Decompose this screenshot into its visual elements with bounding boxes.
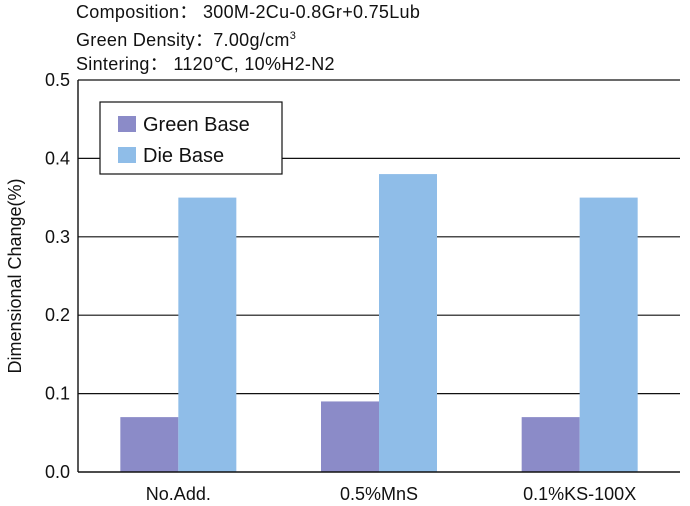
green-density-exponent: 3 (289, 30, 297, 42)
sintering-line: Sintering： 1120℃, 10%H2-N2 (76, 54, 335, 74)
legend-label: Die Base (143, 145, 224, 167)
green-density-text: Green Density：7.00g/cm (76, 30, 290, 50)
chart-header: Composition： 300M-2Cu-0.8Gr+0.75Lub Gree… (76, 0, 420, 76)
y-tick-label: 0.2 (45, 305, 70, 325)
legend-swatch (118, 116, 136, 132)
x-tick-label: 0.1%KS-100X (523, 484, 636, 504)
legend-swatch (118, 147, 136, 163)
x-tick-label: No.Add. (146, 484, 211, 504)
composition-line: Composition： 300M-2Cu-0.8Gr+0.75Lub (76, 2, 421, 22)
bar-die-base (178, 197, 237, 472)
bar-green-base (321, 401, 379, 472)
y-tick-label: 0.4 (45, 148, 70, 168)
bar-green-base (521, 417, 580, 472)
green-density-line: Green Density：7.00g/cm3 (76, 24, 420, 52)
y-tick-label: 0.1 (45, 384, 70, 404)
bar-green-base (120, 417, 179, 472)
bar-die-base (579, 197, 638, 472)
y-axis-label: Dimensional Change(%) (5, 178, 25, 373)
y-tick-label: 0.0 (45, 462, 70, 482)
bar-die-base (379, 174, 437, 472)
legend-label: Green Base (143, 114, 250, 136)
y-tick-label: 0.3 (45, 227, 70, 247)
y-tick-label: 0.5 (45, 70, 70, 90)
x-tick-label: 0.5%MnS (340, 484, 418, 504)
